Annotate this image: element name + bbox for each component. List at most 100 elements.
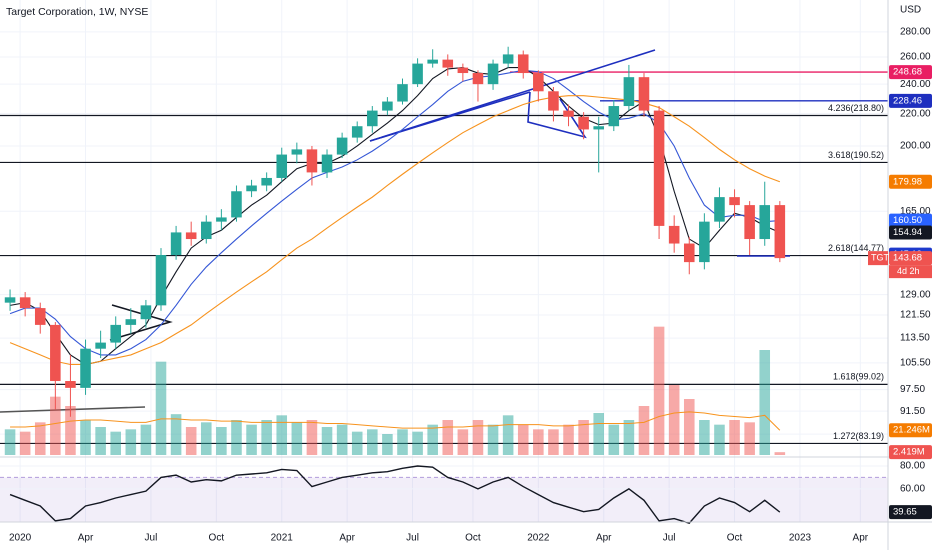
moving-average	[9, 69, 780, 356]
candle-body	[668, 225, 680, 244]
volume-bar	[155, 361, 167, 455]
fib-label: 4.236(218.80)	[828, 103, 884, 113]
volume-bar	[95, 427, 106, 455]
volume-bar	[80, 420, 91, 455]
wedge	[527, 91, 587, 139]
y-tick-label: 105.50	[900, 358, 931, 369]
candle-body	[291, 149, 303, 155]
y-tick-label: 60.00	[900, 483, 925, 494]
candle-body	[578, 116, 589, 130]
candle-body	[125, 319, 137, 325]
candle-body	[306, 149, 318, 173]
volume-bar	[442, 420, 454, 455]
candle-body	[216, 217, 227, 222]
volume-bar	[200, 422, 212, 455]
price-tag-text: 228.46	[893, 95, 922, 106]
volume-bar	[231, 420, 242, 455]
volume-bar	[593, 413, 604, 455]
volume-bar	[623, 420, 635, 455]
volume-bar	[638, 406, 650, 455]
volume-bar	[774, 452, 786, 455]
candle-body	[155, 255, 167, 306]
x-tick-label: Jul	[663, 533, 676, 544]
x-tick-label: Apr	[596, 533, 612, 544]
candle-body	[638, 77, 650, 111]
candle-body	[487, 63, 499, 85]
candle-body	[110, 324, 121, 343]
volume-bar	[578, 420, 589, 455]
volume-bar	[216, 427, 227, 455]
price-tag-box	[889, 65, 932, 80]
volume-tag: 2.419M	[889, 445, 932, 460]
fib-label: 1.272(83.19)	[833, 431, 884, 441]
volume-bar	[125, 429, 137, 455]
volume-bar	[729, 420, 740, 455]
candle-body	[246, 185, 257, 192]
volume-bar	[140, 424, 152, 455]
candle-body	[382, 101, 393, 111]
candle-body	[321, 154, 333, 173]
candle-body	[412, 63, 423, 85]
candle-body	[336, 137, 348, 155]
volume-tag: 21.246M	[889, 423, 932, 438]
volume-bar	[759, 350, 771, 455]
x-tick-label: 2021	[271, 533, 294, 544]
candle-body	[442, 59, 454, 68]
fib-label: 3.618(190.52)	[828, 150, 884, 160]
volume-bar	[65, 406, 76, 455]
candle-body	[170, 232, 182, 256]
candle-body	[683, 243, 695, 263]
candle-body	[548, 91, 559, 111]
volume-tag-box	[889, 423, 932, 438]
candle-body	[653, 110, 665, 226]
y-tick-label: 200.00	[900, 141, 931, 152]
x-tick-label: Apr	[339, 533, 355, 544]
price-tag-text: 179.98	[893, 176, 922, 187]
volume-bar	[608, 424, 620, 455]
trend-line	[369, 91, 531, 142]
volume-bar	[306, 420, 318, 455]
symbol-tag: TGT	[871, 253, 889, 263]
candle-body	[563, 110, 574, 117]
symbol-box	[868, 251, 888, 266]
rsi-tag-text: 39.65	[893, 507, 917, 518]
candle-body	[472, 73, 484, 85]
volume-bar	[472, 420, 484, 455]
volume-tag-text: 21.246M	[893, 425, 930, 436]
volume-bar	[110, 431, 121, 455]
volume-bar	[397, 429, 408, 455]
candle-body	[261, 177, 272, 186]
price-tag-text: 143.68	[893, 253, 922, 264]
triangle	[109, 304, 173, 341]
volume-bar	[427, 424, 438, 455]
y-tick-label: 240.00	[900, 79, 931, 90]
candle-body	[95, 342, 106, 349]
volume-bar	[261, 420, 272, 455]
candle-body	[457, 67, 469, 74]
countdown: 4d 2h	[897, 266, 920, 276]
price-tag: 154.94	[889, 225, 932, 240]
volume-ma	[10, 411, 781, 431]
candle-body	[367, 110, 378, 127]
fib-label: 1.618(99.02)	[833, 372, 884, 382]
price-tag: 160.50	[889, 213, 932, 228]
drawings	[0, 49, 790, 413]
volume-bar	[668, 385, 680, 455]
x-tick-label: Oct	[465, 533, 481, 544]
price-tag-box	[889, 225, 932, 240]
volume-bar	[382, 434, 393, 455]
price-tag-box	[889, 251, 932, 266]
volume-bar	[502, 415, 514, 455]
rsi-band	[0, 477, 888, 522]
countdown-box	[889, 265, 932, 279]
x-tick-label: Oct	[209, 533, 225, 544]
candle-body	[774, 205, 786, 259]
volume-bar	[563, 424, 574, 455]
candle-body	[34, 308, 46, 325]
currency: USD	[900, 5, 921, 16]
volume-bar	[683, 399, 695, 455]
rsi-tag: 39.65	[889, 505, 932, 520]
candle-body	[185, 232, 197, 240]
